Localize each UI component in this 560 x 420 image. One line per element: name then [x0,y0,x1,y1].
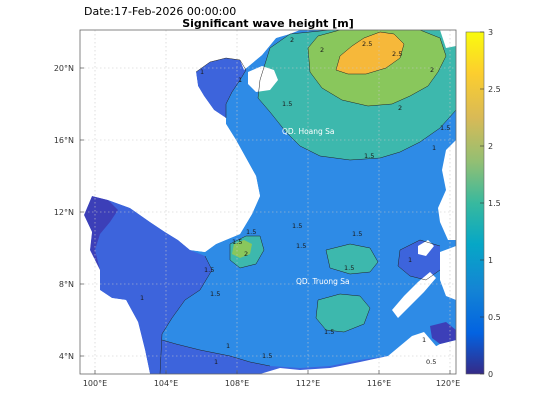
contour-label: 1.5 [292,222,302,230]
contour-label: 1 [408,256,412,264]
lat-tick-label: 20°N [54,64,74,73]
map-panel[interactable]: 2 2.5 2.5 2 2 1.5 2 1 1 1.5 1.5 1.5 1.5 … [80,30,456,374]
contour-label: 1.5 [324,328,334,336]
band-25-3 [336,32,404,74]
contour-label: 1.5 [440,124,450,132]
contour-label: 2.5 [362,40,372,48]
contour-label: 1 [140,294,144,302]
colorbar-tick-label: 0.5 [488,313,501,322]
contour-labels: 2 2.5 2.5 2 2 1.5 2 1 1 1.5 1.5 1.5 1.5 … [140,36,450,366]
hainan-island [248,66,278,92]
patch-central-2 [232,240,252,258]
map-frame [79,29,457,375]
lon-tick-label: 116°E [367,379,391,388]
grid [80,30,456,374]
date-label: Date:17-Feb-2026 00:00:00 [84,5,236,18]
taiwan-island [440,30,456,48]
colorbar: 3 2.5 2 1.5 1 0.5 0 [465,28,501,379]
gulf-of-thailand [84,196,212,374]
contour-label: 1.5 [204,266,214,274]
lon-tick-label: 100°E [83,379,107,388]
lat-tick-label: 12°N [54,208,74,217]
visayas [440,246,456,300]
palawan [392,272,436,318]
contour-label: 1 [200,68,204,76]
mindoro [418,240,434,256]
lon-tick-label: 104°E [154,379,178,388]
contour-label: 0.5 [426,358,436,366]
contour-label: 2 [244,250,248,258]
contour-label: 2 [430,66,434,74]
lon-tick-labels: 100°E 104°E 108°E 112°E 116°E 120°E [83,379,460,388]
lon-tick-label: 112°E [296,379,320,388]
east-lowest-patch [430,322,456,344]
colorbar-tick-label: 3 [488,28,493,37]
contour-label: 1.5 [232,238,242,246]
contour-label: 1.5 [282,100,292,108]
contour-label: 1.5 [352,230,362,238]
lon-tick-label: 108°E [225,379,249,388]
malay-peninsula [80,215,150,374]
mainland [80,30,300,252]
contour-label: 2 [320,46,324,54]
philippines [438,140,456,240]
contour-label: 2 [290,36,294,44]
contour-lines [159,30,456,374]
contour-label: 1.5 [262,352,272,360]
contour-label: 1.5 [210,290,220,298]
region-label-truong-sa: QD. Truong Sa [296,277,350,286]
contour-label: 1 [432,144,436,152]
colorbar-tick-label: 0 [488,370,493,379]
contour-label: 1.5 [296,242,306,250]
gulf-of-tonkin [196,58,246,118]
borneo [260,332,456,374]
contour-label: 1 [422,336,426,344]
region-label-hoang-sa: QD. Hoang Sa [282,127,335,136]
lon-tick-label: 120°E [436,379,460,388]
contour-label: 1.5 [246,228,256,236]
patch-central-3 [326,244,378,274]
low-wave-patch [84,196,118,270]
colorbar-tick-label: 1.5 [488,199,501,208]
contour-label: 1 [226,342,230,350]
contour-label: 1 [214,358,218,366]
contour-label: 1 [238,76,242,84]
contour-label: 2 [398,104,402,112]
tick-marks [80,67,451,374]
lat-tick-label: 16°N [54,136,74,145]
land [80,30,456,374]
south-low-area [160,340,400,374]
contour-label: 1.5 [364,152,374,160]
contour-label: 2.5 [392,50,402,58]
colorbar-tick-label: 2 [488,142,493,151]
contour-label: 1.5 [344,264,354,272]
colorbar-tick-label: 2.5 [488,85,501,94]
lat-tick-label: 8°N [59,280,74,289]
colorbar-tick-label: 1 [488,256,493,265]
page-title: Significant wave height [m] [182,17,354,30]
lat-tick-labels: 20°N 16°N 12°N 8°N 4°N [54,64,74,361]
patch-central-4 [316,294,370,332]
lat-tick-label: 4°N [59,352,74,361]
